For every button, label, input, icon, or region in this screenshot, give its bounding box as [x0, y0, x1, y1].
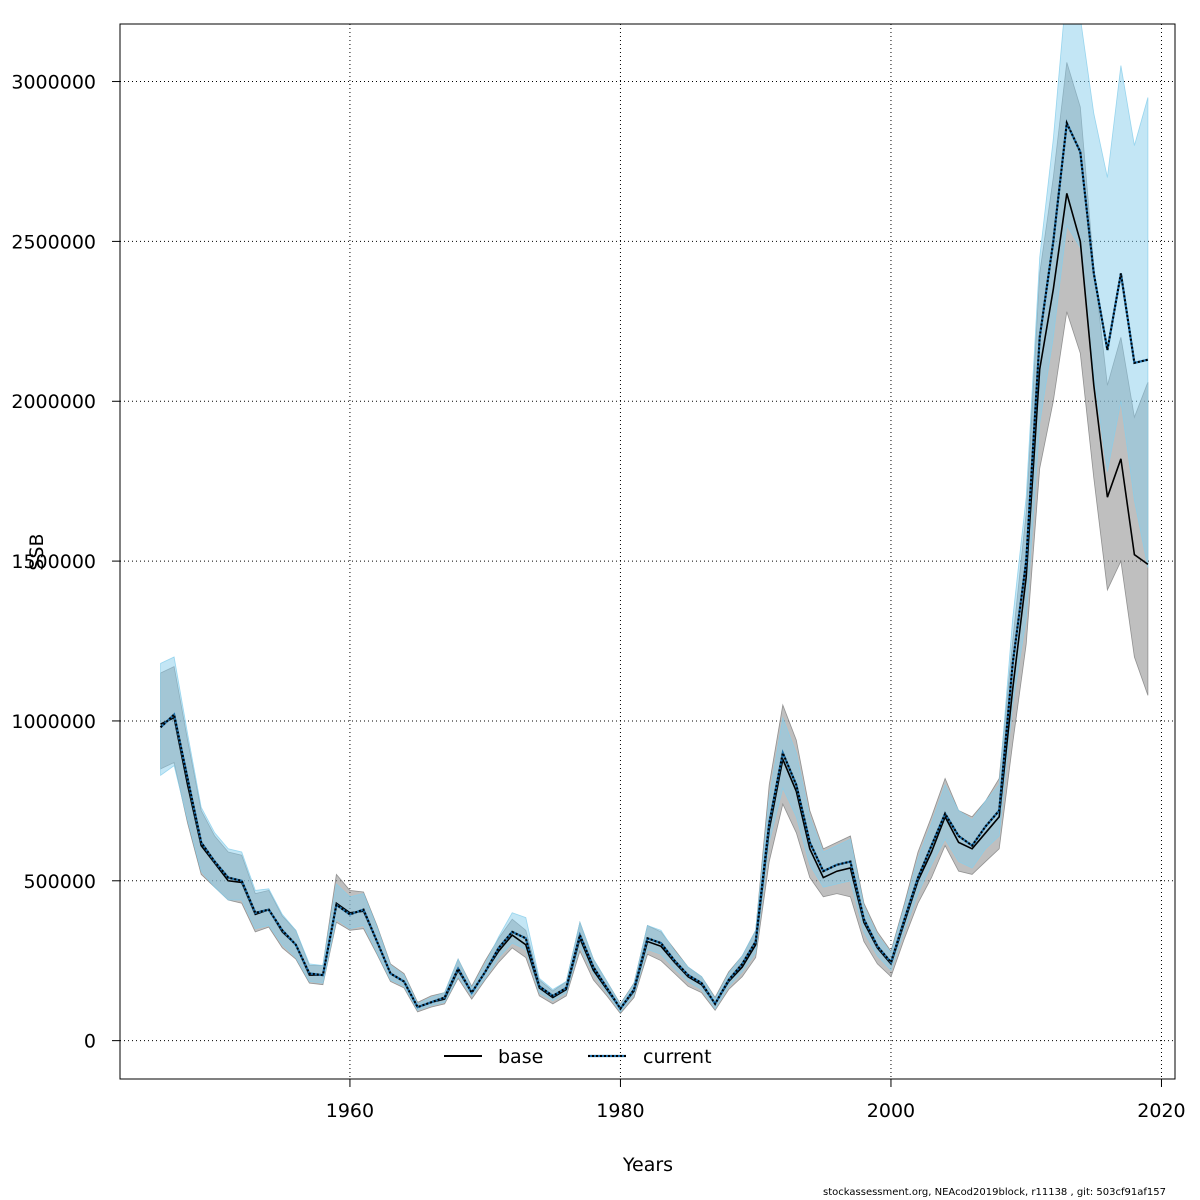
series-lines	[159, 119, 1149, 1011]
y-tick-label: 1500000	[11, 551, 96, 573]
y-tick-label: 1000000	[11, 711, 96, 733]
y-tick-label: 0	[84, 1031, 96, 1053]
confidence-bands	[160, 24, 1149, 1015]
line-base	[160, 193, 1149, 1011]
x-tick-label: 1960	[326, 1100, 374, 1122]
legend-label-current: current	[643, 1046, 712, 1068]
y-tick-label: 2000000	[11, 391, 96, 413]
line-current-under	[159, 119, 1149, 1011]
footer-credit: stockassessment.org, NEAcod2019block, r1…	[823, 1187, 1166, 1198]
y-axis: 0 500000 1000000 1500000 2000000 2500000 30000…	[11, 72, 120, 1053]
band-current	[160, 24, 1149, 1013]
y-tick-label: 2500000	[11, 231, 96, 253]
x-tick-label: 2000	[867, 1100, 915, 1122]
y-tick-label: 500000	[23, 871, 96, 893]
y-axis-title: SSB	[26, 533, 48, 570]
line-current	[159, 119, 1149, 1011]
band-base	[160, 62, 1149, 1015]
x-axis: 1960 1980 2000 2020	[326, 1079, 1186, 1122]
x-tick-label: 2020	[1137, 1100, 1185, 1122]
plot-frame	[119, 23, 1176, 1080]
x-axis-title: Years	[622, 1154, 673, 1176]
legend-label-base: base	[498, 1046, 543, 1068]
x-tick-label: 1980	[596, 1100, 644, 1122]
legend: base current	[444, 1046, 712, 1068]
y-tick-label: 3000000	[11, 72, 96, 94]
